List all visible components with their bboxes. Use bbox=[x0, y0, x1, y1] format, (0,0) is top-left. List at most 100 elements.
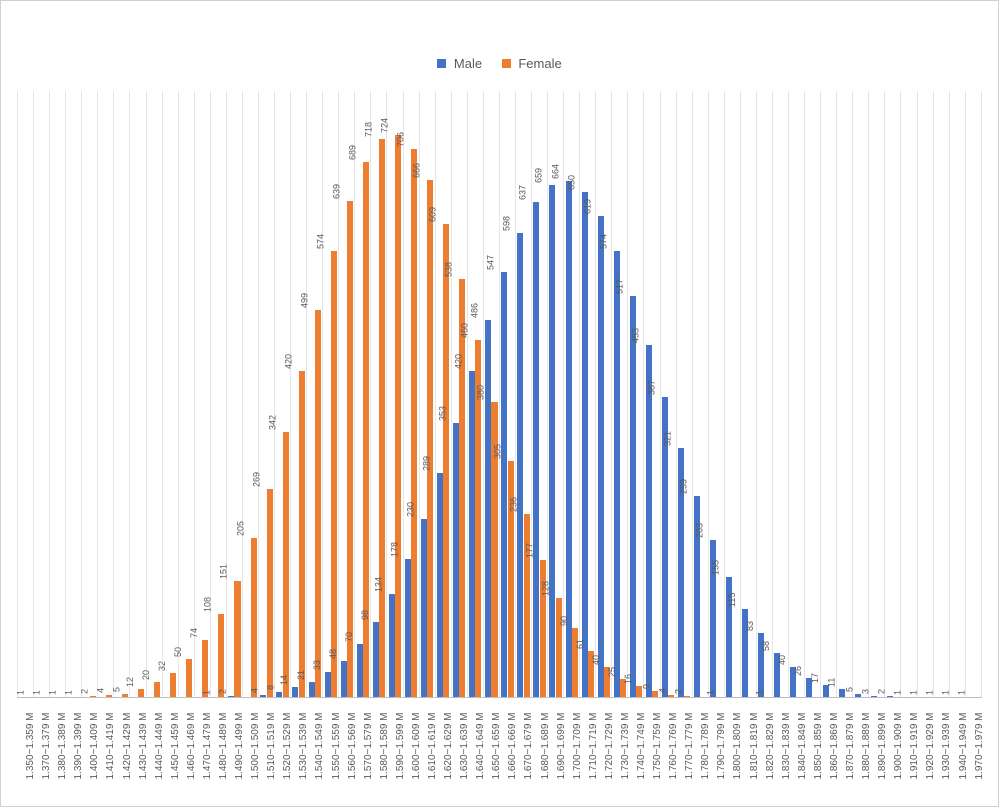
category-group: 1 bbox=[918, 91, 934, 698]
bar-female: 609 bbox=[443, 224, 449, 698]
bar-label-female: 460 bbox=[460, 323, 470, 340]
bar-label-male: 98 bbox=[360, 610, 370, 622]
bar-label-female: 724 bbox=[380, 118, 390, 135]
bar-male: 134 bbox=[389, 594, 395, 698]
legend-label-female: Female bbox=[518, 56, 561, 71]
bar-label-male: 11 bbox=[826, 678, 836, 689]
x-tick: 1.820~1.829 M bbox=[757, 700, 773, 806]
x-tick: 1.900~1.909 M bbox=[885, 700, 901, 806]
bar-label-male: 259 bbox=[678, 479, 688, 496]
bar-label-male: 598 bbox=[502, 216, 512, 233]
x-tick: 1.350~1.359 M bbox=[17, 700, 33, 806]
x-tick: 1.670~1.679 M bbox=[515, 700, 531, 806]
category-group: 1 bbox=[934, 91, 950, 698]
category-group: 3874 bbox=[661, 91, 677, 698]
bar-male: 21 bbox=[309, 682, 315, 698]
category-group: 51716 bbox=[628, 91, 644, 698]
bar-label-female: 639 bbox=[331, 184, 341, 201]
bar-label-male: 387 bbox=[646, 380, 656, 397]
x-tick: 1.410~1.419 M bbox=[97, 700, 113, 806]
bar-female: 639 bbox=[347, 201, 353, 698]
bar-label-male: 48 bbox=[328, 649, 338, 661]
bar-male: 659 bbox=[549, 185, 555, 698]
bar-label-male: 3 bbox=[860, 689, 870, 696]
bar-label-female: 9 bbox=[642, 684, 652, 691]
category-group: 230666 bbox=[420, 91, 436, 698]
x-tick: 1.780~1.789 M bbox=[692, 700, 708, 806]
bar-female: 236 bbox=[524, 514, 530, 698]
category-group: 134724 bbox=[387, 91, 403, 698]
bar-label-male: 40 bbox=[777, 655, 787, 667]
x-tick: 1.770~1.779 M bbox=[676, 700, 692, 806]
x-tick: 1.630~1.639 M bbox=[451, 700, 467, 806]
x-tick: 1.690~1.699 M bbox=[548, 700, 564, 806]
category-group: 11 bbox=[837, 91, 853, 698]
category-group: 20 bbox=[147, 91, 163, 698]
category-group: 1 bbox=[34, 91, 50, 698]
x-tick: 1.390~1.399 M bbox=[65, 700, 81, 806]
bar-label-male: 230 bbox=[405, 502, 415, 519]
bar-label-male: 353 bbox=[438, 406, 448, 423]
category-group: 4 bbox=[98, 91, 114, 698]
bar-label-female: 20 bbox=[141, 670, 151, 682]
legend-item-male: Male bbox=[437, 56, 482, 71]
bar-label-male: 8 bbox=[266, 685, 276, 692]
x-tick: 1.550~1.559 M bbox=[322, 700, 338, 806]
bar-label-male: 321 bbox=[662, 431, 672, 448]
bar-label-male: 420 bbox=[454, 354, 464, 371]
x-tick: 1.750~1.759 M bbox=[644, 700, 660, 806]
x-tick: 1.510~1.519 M bbox=[258, 700, 274, 806]
bar-label-female: 4 bbox=[95, 688, 105, 695]
category-group: 21499 bbox=[307, 91, 323, 698]
x-tick: 1.590~1.599 M bbox=[387, 700, 403, 806]
category-group: 1 bbox=[901, 91, 917, 698]
bar-male: 353 bbox=[453, 423, 459, 698]
bar-male: 420 bbox=[469, 371, 475, 698]
bar-label-female: 25 bbox=[607, 667, 617, 679]
x-tick: 1.740~1.749 M bbox=[628, 700, 644, 806]
category-group: 70689 bbox=[355, 91, 371, 698]
x-tick: 1.430~1.439 M bbox=[130, 700, 146, 806]
bar-female: 50 bbox=[186, 659, 192, 698]
bar-female: 718 bbox=[379, 139, 385, 698]
x-tick: 1.890~1.899 M bbox=[869, 700, 885, 806]
bar-male: 98 bbox=[373, 622, 379, 698]
bar-label-male: 619 bbox=[582, 199, 592, 216]
bar-male: 598 bbox=[517, 233, 523, 698]
bar-label-male: 2 bbox=[876, 689, 886, 696]
bar-label-male: 115 bbox=[727, 592, 737, 608]
x-tick: 1.450~1.459 M bbox=[162, 700, 178, 806]
bar-label-male: 134 bbox=[373, 577, 383, 594]
category-group: 3212 bbox=[677, 91, 693, 698]
legend-label-male: Male bbox=[454, 56, 482, 71]
bar-label-female: 706 bbox=[396, 132, 406, 149]
bar-label-female: 689 bbox=[347, 145, 357, 162]
bar-label-female: 5 bbox=[112, 687, 122, 694]
category-group: 353538 bbox=[452, 91, 468, 698]
bar-female: 32 bbox=[170, 673, 176, 698]
category-group: 1 bbox=[17, 91, 34, 698]
x-tick: 1.730~1.739 M bbox=[612, 700, 628, 806]
category-group: 12 bbox=[130, 91, 146, 698]
bar-male: 517 bbox=[630, 296, 636, 698]
category-group: 32 bbox=[163, 91, 179, 698]
x-tick: 1.380~1.389 M bbox=[49, 700, 65, 806]
x-tick: 1.810~1.819 M bbox=[741, 700, 757, 806]
bars-wrap: 1111245122032507411082151205426983421442… bbox=[17, 91, 982, 698]
category-group: 259 bbox=[693, 91, 709, 698]
bar-female: 538 bbox=[459, 279, 465, 698]
category-group: 58 bbox=[773, 91, 789, 698]
category-group: 115 bbox=[741, 91, 757, 698]
bar-label-female: 538 bbox=[444, 262, 454, 279]
bar-label-female: 574 bbox=[315, 234, 325, 251]
category-group: 17 bbox=[821, 91, 837, 698]
bar-label-male: 453 bbox=[630, 328, 640, 345]
x-tick: 1.520~1.529 M bbox=[274, 700, 290, 806]
legend-swatch-male bbox=[437, 59, 446, 68]
category-group: 33574 bbox=[323, 91, 339, 698]
bar-label-male: 650 bbox=[566, 175, 576, 192]
bar-female: 724 bbox=[395, 135, 401, 698]
x-tick: 1.620~1.629 M bbox=[435, 700, 451, 806]
category-group: 3 bbox=[869, 91, 885, 698]
bar-male: 33 bbox=[325, 672, 331, 698]
